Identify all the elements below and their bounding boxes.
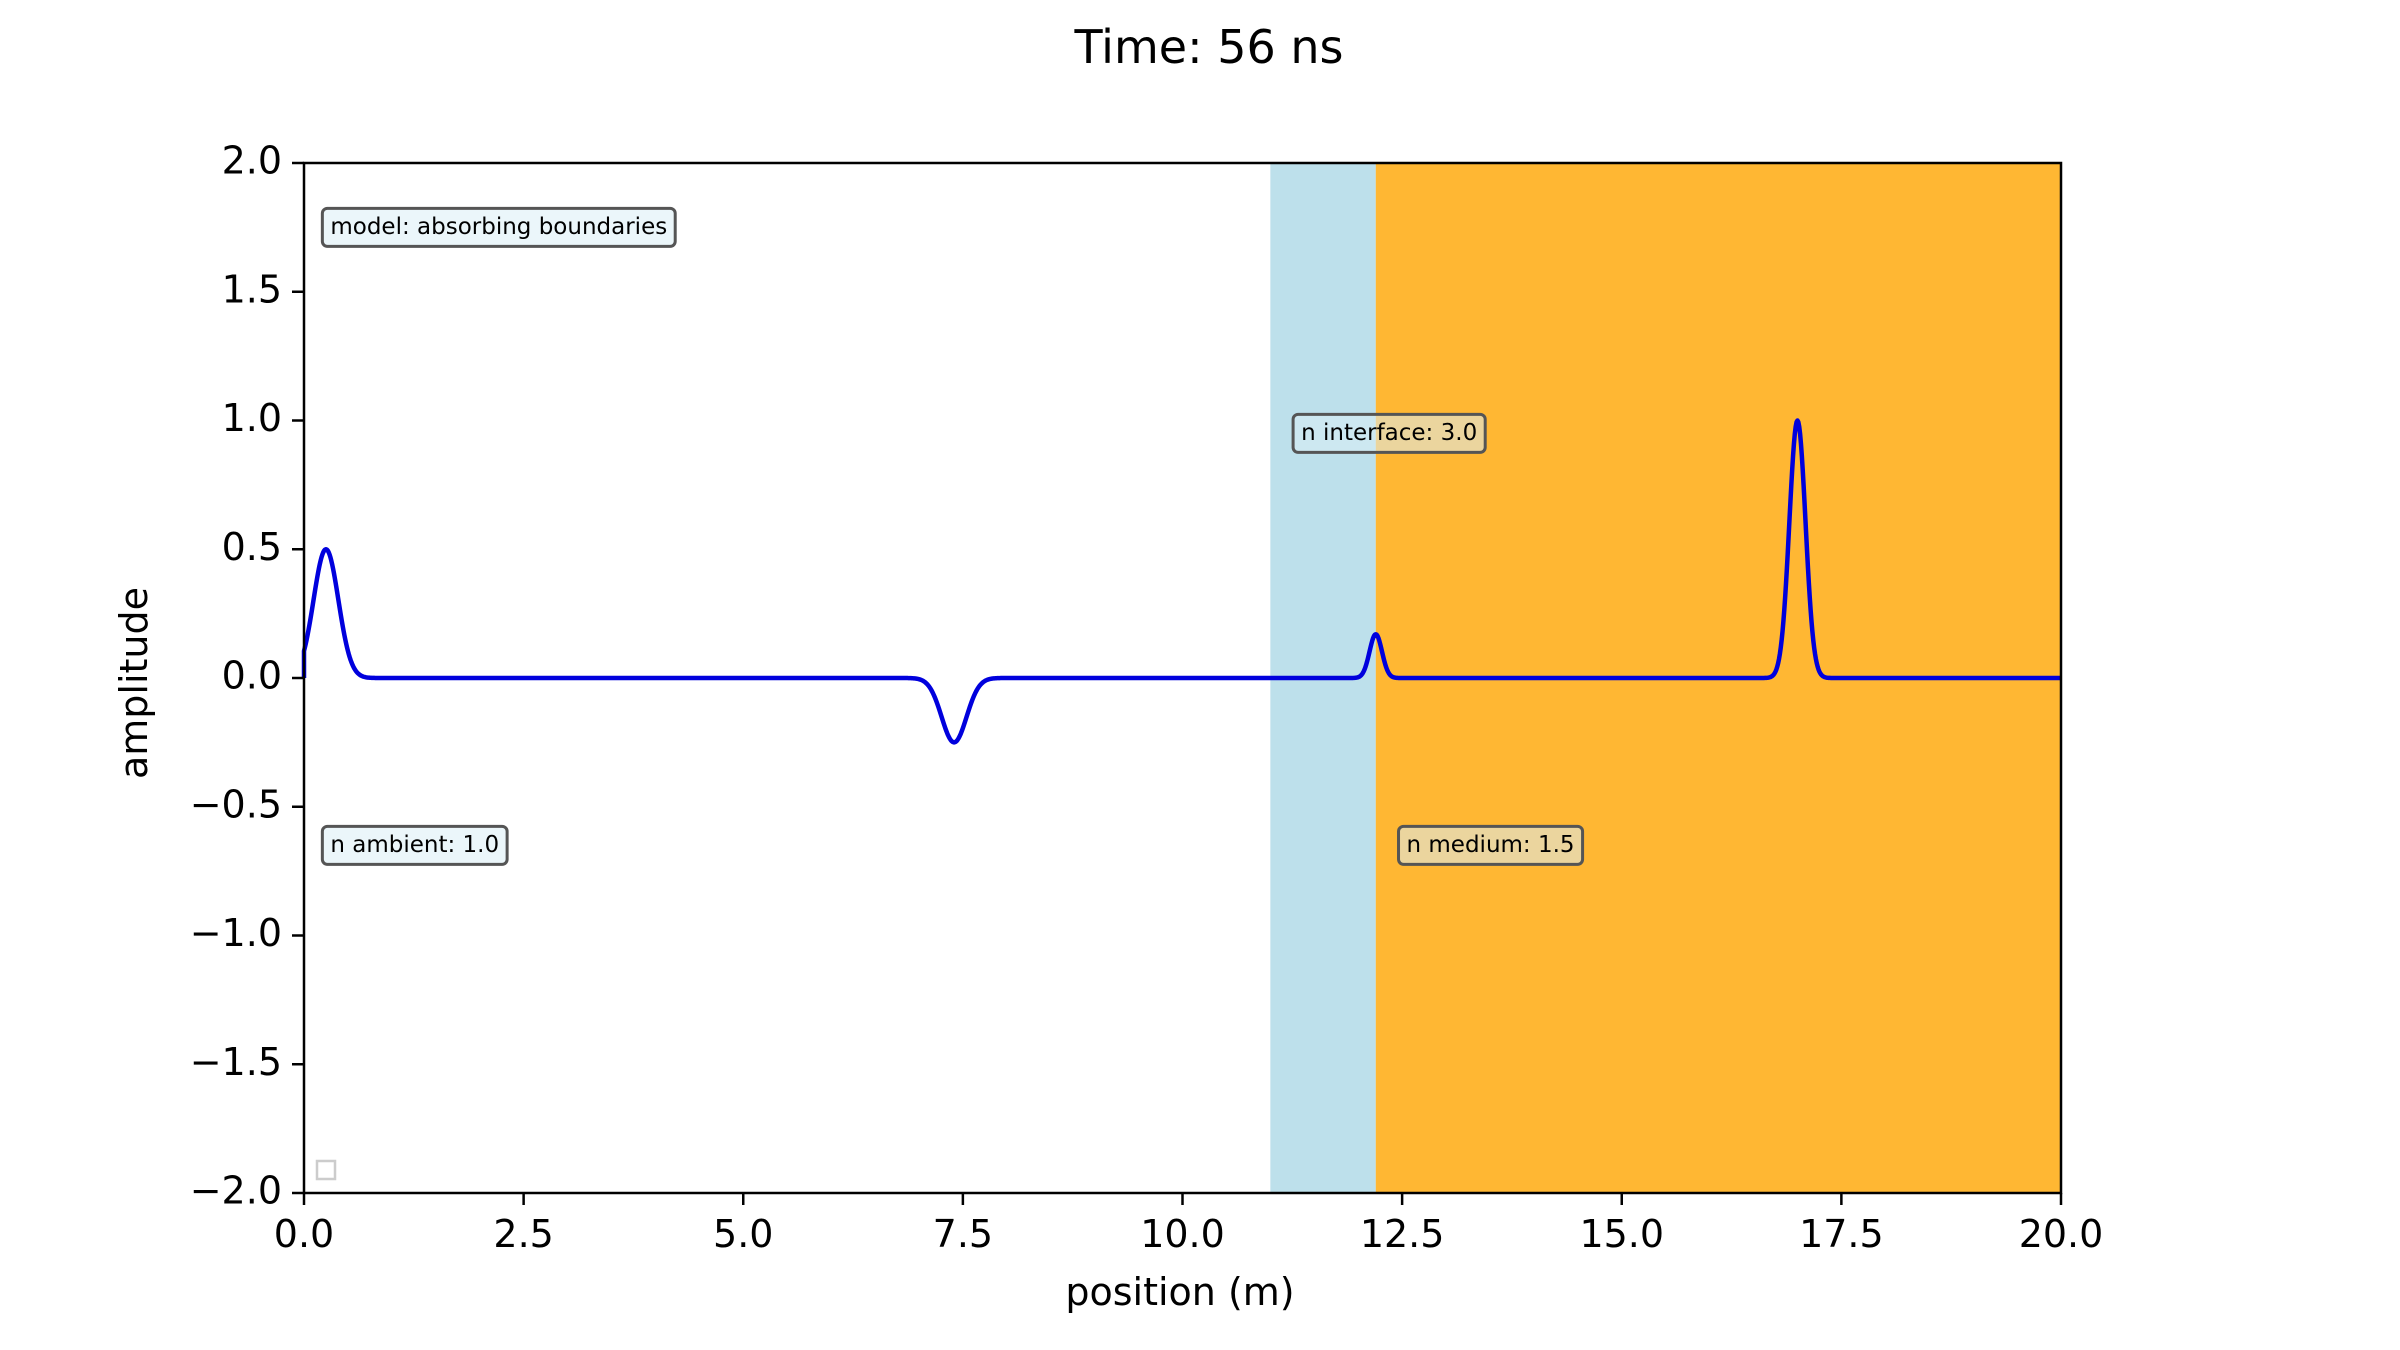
x-tick-label-5: 12.5 [1360,1212,1445,1256]
x-tick-label-0: 0.0 [274,1212,334,1256]
annotation-text-2: n ambient: 1.0 [330,832,499,858]
plot-area: model: absorbing boundaries n interface: … [190,139,2104,1257]
annotation-box-0 [320,206,677,248]
x-tick-label-8: 20.0 [2019,1212,2104,1256]
annotation-box-3 [1397,824,1585,866]
y-tick-label-0: 2.0 [222,139,282,183]
y-tick-label-4: 0.0 [222,654,282,698]
y-tick-label-7: −1.5 [190,1040,282,1084]
y-tick-label-8: −2.0 [190,1169,282,1213]
y-tick-label-3: 0.5 [222,525,282,569]
annotation-box-1 [1291,412,1487,454]
x-tick-label-3: 7.5 [933,1212,993,1256]
annotation-text-1: n interface: 3.0 [1301,420,1477,446]
y-tick-label-2: 1.0 [222,396,282,440]
series-line-0 [301,418,2063,745]
x-tick-label-7: 17.5 [1799,1212,1884,1256]
x-tick-label-2: 5.0 [713,1212,773,1256]
x-tick-label-4: 10.0 [1140,1212,1225,1256]
y-axis-label: amplitude [112,587,156,779]
x-tick-label-1: 2.5 [493,1212,553,1256]
x-tick-label-6: 15.0 [1579,1212,1664,1256]
x-axis-label: position (m) [1065,1270,1294,1314]
legend-empty-marker [315,1159,337,1181]
chart-title: Time: 56 ns [1074,20,1344,74]
y-tick-label-1: 1.5 [222,267,282,311]
annotation-box-2 [320,824,509,866]
y-tick-label-5: −0.5 [190,782,282,826]
annotation-text-0: model: absorbing boundaries [330,214,667,240]
y-tick-label-6: −1.0 [190,911,282,955]
annotation-text-3: n medium: 1.5 [1407,832,1575,858]
